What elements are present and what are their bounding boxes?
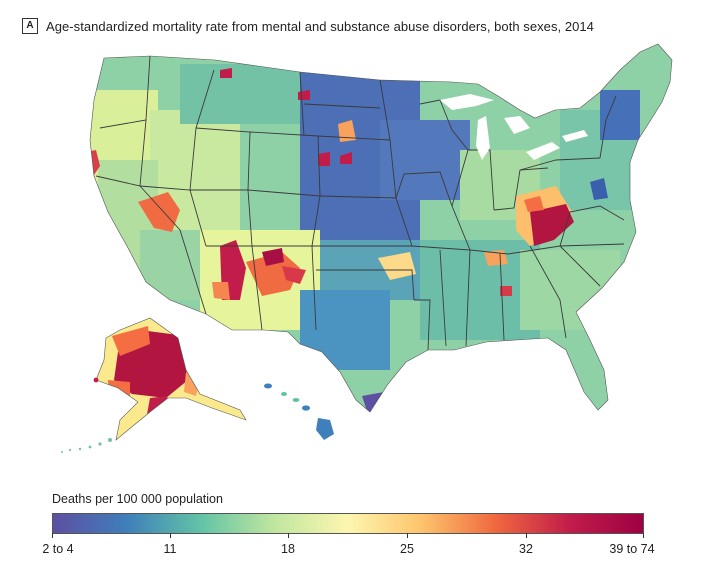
legend-tick — [52, 533, 53, 538]
legend-label-min: 2 to 4 — [42, 542, 74, 556]
us-outline — [89, 43, 673, 413]
map-title: Age-standardized mortality rate from men… — [46, 18, 594, 34]
aleutian-islands — [61, 377, 112, 453]
choropleth-map — [61, 43, 673, 453]
legend-color-bar — [52, 513, 644, 534]
panel-label: A — [22, 18, 38, 34]
figure-header: A Age-standardized mortality rate from m… — [22, 18, 594, 34]
legend-label-max: 39 to 74 — [609, 542, 655, 556]
legend-label-18: 18 — [281, 542, 295, 556]
alaska-outline — [95, 317, 247, 441]
legend-tick — [643, 533, 644, 538]
legend-tick — [170, 533, 171, 538]
legend-tick — [407, 533, 408, 538]
hawaii — [264, 383, 334, 440]
legend-label-25: 25 — [400, 542, 414, 556]
alaska — [96, 318, 246, 440]
legend-tick — [288, 533, 289, 538]
legend-title: Deaths per 100 000 population — [52, 492, 223, 506]
legend-tick — [526, 533, 527, 538]
legend-label-32: 32 — [519, 542, 533, 556]
legend-label-11: 11 — [163, 542, 177, 556]
great-lakes — [440, 94, 588, 160]
